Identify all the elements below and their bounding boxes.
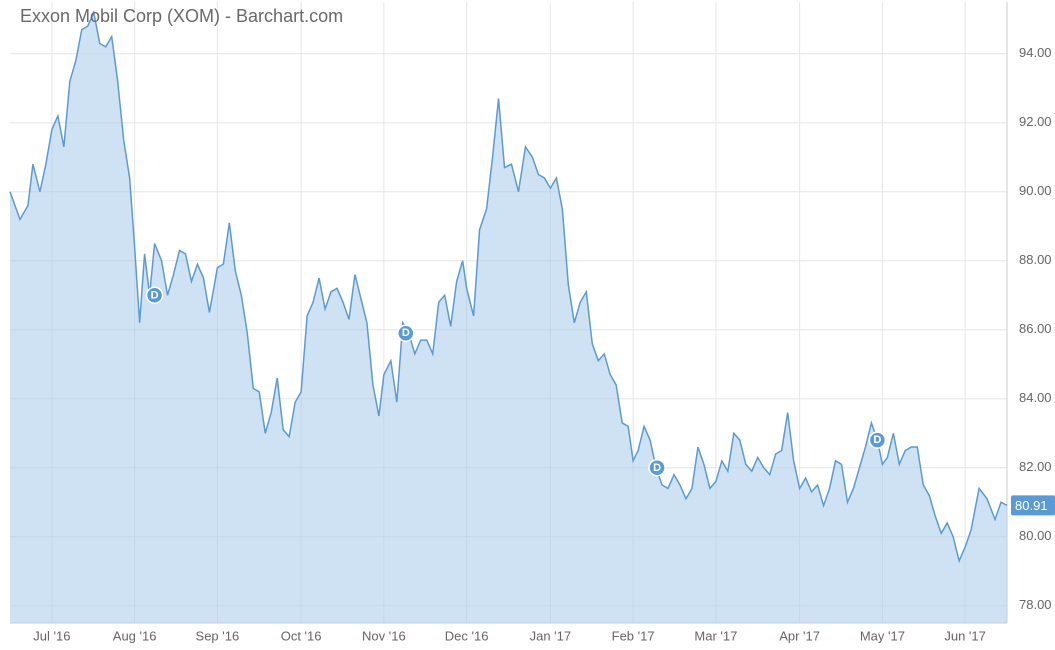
- y-axis-label: 78.00: [1019, 597, 1052, 612]
- stock-area-chart: Exxon Mobil Corp (XOM) - Barchart.com 78…: [0, 0, 1055, 650]
- svg-text:D: D: [402, 327, 410, 339]
- x-axis-label: Aug '16: [113, 629, 157, 644]
- svg-text:D: D: [151, 289, 159, 301]
- x-axis-label: Apr '17: [779, 629, 820, 644]
- x-axis-label: May '17: [860, 629, 905, 644]
- dividend-marker[interactable]: D: [147, 287, 163, 303]
- last-price-value: 80.91: [1015, 498, 1048, 513]
- x-axis-label: Jul '16: [33, 629, 70, 644]
- x-axis-label: Mar '17: [694, 629, 737, 644]
- x-axis-label: Sep '16: [196, 629, 240, 644]
- chart-title: Exxon Mobil Corp (XOM) - Barchart.com: [20, 6, 343, 27]
- x-axis-label: Jan '17: [530, 629, 572, 644]
- y-axis-label: 90.00: [1019, 183, 1052, 198]
- x-axis-label: Oct '16: [281, 629, 322, 644]
- x-axis-label: Jun '17: [944, 629, 986, 644]
- x-axis-label: Dec '16: [445, 629, 489, 644]
- y-axis-label: 88.00: [1019, 252, 1052, 267]
- price-area: [10, 12, 1007, 623]
- y-axis-label: 94.00: [1019, 45, 1052, 60]
- y-axis-label: 86.00: [1019, 321, 1052, 336]
- x-axis-label: Nov '16: [362, 629, 406, 644]
- x-axis-label: Feb '17: [612, 629, 655, 644]
- y-axis-label: 80.00: [1019, 528, 1052, 543]
- dividend-marker[interactable]: D: [869, 432, 885, 448]
- dividend-marker[interactable]: D: [649, 460, 665, 476]
- svg-text:D: D: [653, 462, 661, 474]
- y-axis-label: 84.00: [1019, 390, 1052, 405]
- dividend-marker[interactable]: D: [398, 325, 414, 341]
- y-axis-label: 82.00: [1019, 459, 1052, 474]
- chart-canvas: 78.00 80.00 82.00 84.00 86.00 88.00 90.00 92.00…: [0, 0, 1055, 650]
- svg-text:D: D: [873, 434, 881, 446]
- y-axis-label: 92.00: [1019, 114, 1052, 129]
